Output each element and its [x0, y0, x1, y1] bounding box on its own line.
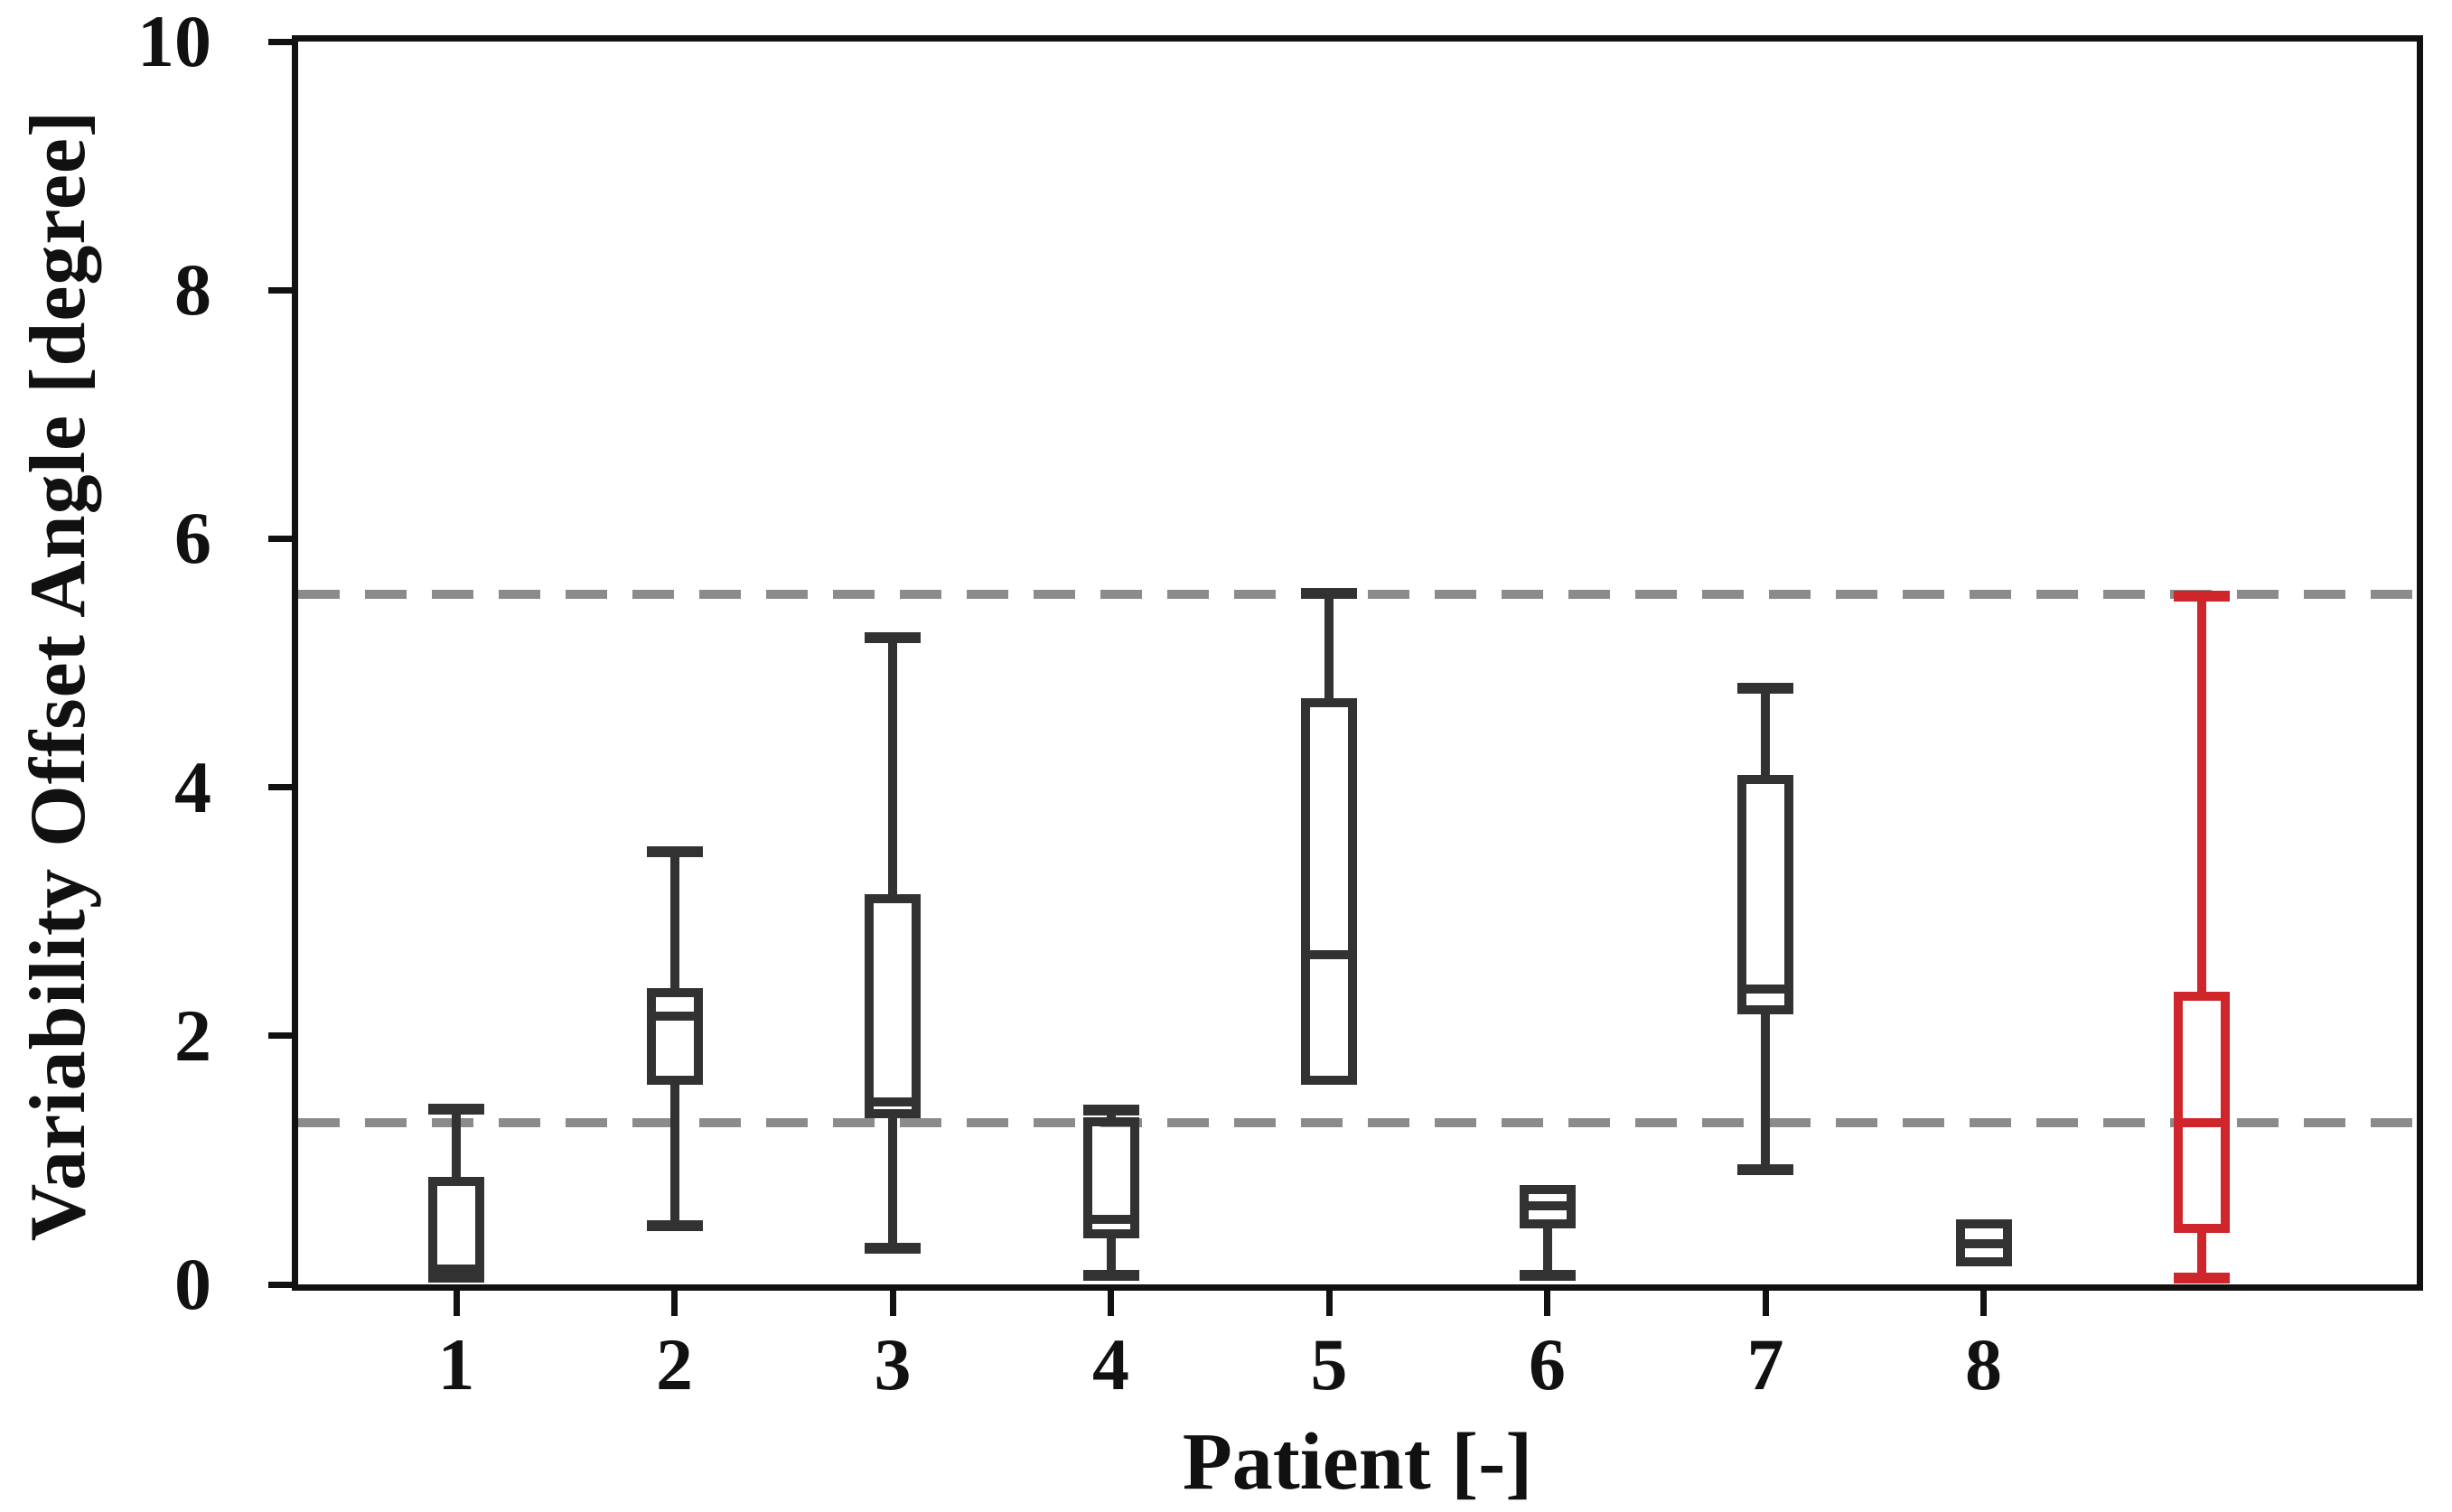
x-tick-mark-6 [1544, 1284, 1550, 1316]
x-tick-label-5: 5 [1310, 1323, 1348, 1405]
median-patient-7 [1742, 984, 1789, 994]
median-patient-1 [433, 1265, 480, 1274]
plot-frame [292, 35, 2423, 1291]
x-axis-label: Patient [-] [1182, 1417, 1533, 1507]
y-tick-label-10: 10 [137, 0, 211, 82]
lower-threshold-line [298, 1118, 2417, 1128]
x-tick-label-2: 2 [656, 1323, 693, 1405]
box-patient-3 [865, 894, 921, 1119]
median-patient-4 [1087, 1215, 1135, 1225]
x-tick-mark-4 [1108, 1284, 1114, 1316]
x-tick-label-1: 1 [437, 1323, 475, 1405]
upper-whisker-patient-1 [452, 1108, 461, 1181]
upper-whisker-cap-patient-4 [1082, 1105, 1139, 1116]
y-tick-label-0: 0 [174, 1243, 211, 1325]
x-tick-label-4: 4 [1092, 1323, 1129, 1405]
upper-whisker-patient-4 [1106, 1110, 1116, 1122]
upper-whisker-cap-patient-2 [646, 846, 703, 858]
box-patient-4 [1082, 1116, 1139, 1238]
lower-whisker-cap-patient-3 [865, 1243, 921, 1255]
lower-whisker-patient-3 [888, 1114, 897, 1249]
upper-whisker-cap-patient-1 [428, 1103, 484, 1115]
x-tick-mark-7 [1762, 1284, 1769, 1316]
x-tick-label-8: 8 [1965, 1323, 2002, 1405]
x-tick-mark-3 [889, 1284, 896, 1316]
x-tick-label-7: 7 [1746, 1323, 1784, 1405]
upper-threshold-line [298, 590, 2417, 600]
upper-whisker-cap-patient-7 [1737, 682, 1793, 694]
upper-whisker-cap-all-patients [2174, 590, 2230, 602]
y-tick-label-8: 8 [174, 248, 211, 331]
y-tick-label-2: 2 [174, 994, 211, 1077]
y-tick-mark-8 [268, 286, 298, 294]
box-patient-2 [646, 987, 703, 1086]
x-tick-mark-2 [671, 1284, 678, 1316]
y-tick-mark-4 [268, 784, 298, 791]
upper-whisker-patient-7 [1761, 687, 1770, 780]
x-tick-mark-1 [453, 1284, 460, 1316]
lower-whisker-patient-6 [1542, 1223, 1552, 1276]
upper-whisker-all-patients [2197, 595, 2206, 996]
box-all-patients [2174, 991, 2230, 1234]
box-patient-5 [1301, 698, 1357, 1086]
median-patient-5 [1306, 950, 1352, 960]
median-patient-6 [1523, 1201, 1571, 1211]
x-tick-mark-5 [1325, 1284, 1333, 1316]
lower-whisker-all-patients [2197, 1228, 2206, 1279]
y-tick-mark-0 [268, 1281, 298, 1288]
upper-whisker-patient-5 [1324, 593, 1334, 704]
box-patient-7 [1737, 775, 1793, 1014]
x-tick-label-6: 6 [1529, 1323, 1566, 1405]
plot-area [298, 42, 2417, 1284]
y-tick-mark-10 [268, 38, 298, 45]
lower-whisker-cap-patient-7 [1737, 1164, 1793, 1176]
lower-whisker-cap-all-patients [2174, 1273, 2230, 1284]
y-tick-mark-6 [268, 535, 298, 542]
lower-whisker-cap-patient-6 [1519, 1270, 1576, 1282]
lower-whisker-patient-4 [1106, 1233, 1116, 1276]
box-patient-1 [428, 1176, 484, 1283]
median-patient-2 [650, 1011, 698, 1021]
y-tick-mark-2 [268, 1032, 298, 1040]
upper-whisker-cap-patient-3 [865, 632, 921, 644]
lower-whisker-patient-2 [669, 1080, 679, 1227]
median-all-patients [2178, 1118, 2225, 1128]
lower-whisker-patient-7 [1761, 1009, 1770, 1171]
upper-whisker-patient-3 [888, 638, 897, 900]
y-tick-label-6: 6 [174, 497, 211, 580]
upper-whisker-patient-2 [669, 852, 679, 993]
lower-whisker-cap-patient-4 [1082, 1270, 1139, 1282]
y-tick-label-4: 4 [174, 745, 211, 828]
upper-whisker-cap-patient-5 [1301, 587, 1357, 599]
median-patient-8 [1960, 1238, 2007, 1248]
median-patient-3 [869, 1097, 916, 1106]
lower-whisker-cap-patient-2 [646, 1220, 703, 1232]
x-tick-label-3: 3 [874, 1323, 912, 1405]
x-tick-mark-8 [1980, 1284, 1987, 1316]
